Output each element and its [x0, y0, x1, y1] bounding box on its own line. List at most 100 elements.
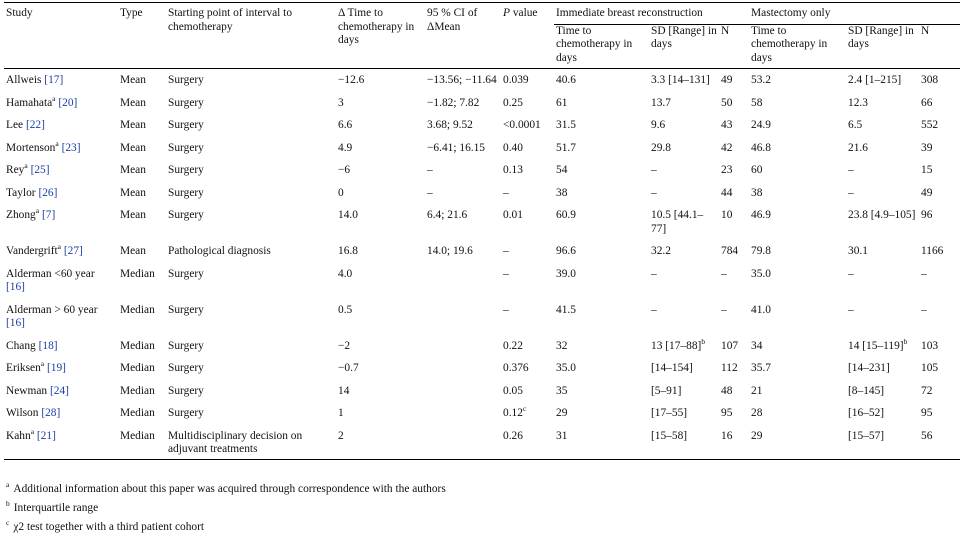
reference-link[interactable]: [18]: [38, 339, 58, 352]
cell-ci: [425, 380, 501, 403]
cell-ibr-n: 23: [721, 164, 733, 176]
cell-start: Surgery: [168, 164, 204, 176]
cell-start: Surgery: [168, 339, 204, 352]
cell-type: Mean: [120, 209, 146, 221]
p-value: 0.22: [503, 339, 523, 352]
header-mast-sd: SD [Range] in days: [846, 24, 920, 69]
reference-link[interactable]: [7]: [41, 209, 56, 221]
cell-delta: 3: [338, 96, 344, 109]
reference-link[interactable]: [16]: [6, 317, 25, 329]
cell-ci: [425, 335, 501, 358]
cell-mast-sd: [15–57]: [846, 424, 920, 460]
reference-link[interactable]: [28]: [41, 407, 61, 419]
reference-link[interactable]: [22]: [25, 119, 45, 131]
cell-p: 0.01: [501, 204, 554, 240]
cell-ibr-n: 44: [721, 186, 733, 199]
table-row: Hamahataa [20] Mean Surgery 3 −1.82; 7.82 0.2…: [4, 92, 960, 115]
cell-p: –: [501, 263, 554, 299]
footnote: b Interquartile range: [6, 500, 446, 515]
cell-delta: 2: [336, 424, 425, 460]
cell-type: Median: [120, 384, 155, 397]
cell-delta: 16.8: [338, 245, 358, 257]
study-name: Lee: [6, 119, 24, 131]
cell-mast-n: 308: [921, 74, 939, 86]
cell-start: Surgery: [168, 384, 204, 397]
study-name: Eriksen: [6, 362, 41, 374]
cell-ibr-time: 60.9: [556, 209, 576, 221]
cell-ibr-time: 38: [556, 186, 568, 199]
cell-start: Multidisciplinary decision on adjuvant t…: [166, 424, 336, 460]
cell-delta: 1: [338, 407, 344, 419]
reference-link[interactable]: [27]: [63, 245, 83, 257]
cell-ci: –: [427, 186, 433, 199]
reference-link[interactable]: [16]: [6, 281, 25, 293]
cell-type: Median: [120, 267, 155, 280]
footnote-mark: a: [35, 206, 40, 215]
reference-link[interactable]: [25]: [30, 164, 50, 176]
cell-delta: 0: [338, 186, 344, 199]
cell-mast-time: 60: [751, 164, 763, 176]
cell-ci: [425, 402, 501, 425]
p-value: 0.40: [503, 141, 523, 154]
cell-ci: [425, 424, 501, 460]
cell-ibr-time: 41.5: [556, 303, 576, 316]
study-name: Kahn: [6, 429, 31, 442]
cell-type: Mean: [120, 186, 146, 199]
cell-ibr-sd: [17–55]: [649, 402, 719, 425]
reference-link[interactable]: [26]: [38, 186, 58, 199]
cell-study: Alderman <60 year [16]: [4, 263, 118, 299]
cell-ibr-n: 16: [719, 424, 750, 460]
footnote-mark: a: [24, 161, 28, 170]
ibr-sd-value: [15–58]: [651, 429, 688, 442]
mast-sd-value: 21.6: [848, 141, 868, 154]
p-value: 0.376: [503, 362, 529, 374]
cell-type: Mean: [120, 164, 146, 176]
cell-ibr-time: 51.7: [556, 141, 576, 154]
cell-ibr-n: 48: [721, 384, 733, 397]
ibr-sd-value: 29.8: [651, 141, 671, 154]
study-name: Zhong: [6, 209, 36, 221]
cell-ibr-time: 40.6: [556, 74, 576, 86]
header-ibr-group: Immediate breast reconstruction: [554, 2, 750, 25]
cell-mast-n: 1166: [921, 245, 944, 257]
cell-delta: 6.6: [338, 119, 353, 131]
cell-p: –: [501, 182, 554, 205]
ibr-sd-value: [17–55]: [651, 407, 688, 419]
study-name: Alderman <60 year: [6, 267, 95, 280]
table-row: Zhonga [7] Mean Surgery 14.0 6.4; 21.6 0.01 60…: [4, 204, 960, 240]
mast-sd-value: –: [848, 164, 854, 176]
cell-ibr-time: 96.6: [556, 245, 576, 257]
cell-ibr-time: 54: [556, 164, 568, 176]
cell-mast-n: 66: [921, 96, 933, 109]
reference-link[interactable]: [23]: [61, 141, 81, 154]
cell-mast-n: 105: [921, 362, 939, 374]
results-table: Study Type Starting point of interval to…: [4, 2, 961, 460]
cell-p: 0.039: [501, 69, 554, 92]
cell-ibr-n: 107: [721, 339, 739, 352]
cell-study: Eriksena [19]: [4, 357, 118, 380]
reference-link[interactable]: [20]: [58, 96, 78, 109]
reference-link[interactable]: [19]: [47, 362, 66, 374]
cell-p: –: [501, 240, 554, 263]
cell-type: Mean: [120, 96, 146, 109]
header-start: Starting point of interval to chemothera…: [166, 2, 336, 69]
cell-ibr-sd: [15–58]: [649, 424, 719, 460]
cell-delta: −12.6: [338, 74, 365, 86]
reference-link[interactable]: [24]: [49, 384, 69, 397]
table-row: Alderman <60 year [16] Median Surgery 4.0–3…: [4, 263, 960, 299]
cell-mast-n: 15: [921, 164, 933, 176]
mast-sd-value: [8–145]: [848, 384, 885, 397]
reference-link[interactable]: [21]: [36, 429, 56, 442]
reference-link[interactable]: [17]: [44, 74, 64, 86]
cell-start: Surgery: [168, 141, 204, 154]
cell-delta: −2: [338, 339, 351, 352]
ibr-sd-value: –: [651, 267, 657, 280]
cell-ibr-time: 31.5: [556, 119, 576, 131]
header-mast-group: Mastectomy only: [749, 2, 961, 25]
footnote-mark: b: [903, 336, 908, 346]
ibr-sd-value: [5–91]: [651, 384, 682, 397]
p-value: <0.0001: [503, 119, 541, 131]
cell-ci: –: [427, 164, 433, 176]
cell-mast-time: 38: [751, 186, 763, 199]
mast-sd-value: –: [848, 303, 854, 316]
